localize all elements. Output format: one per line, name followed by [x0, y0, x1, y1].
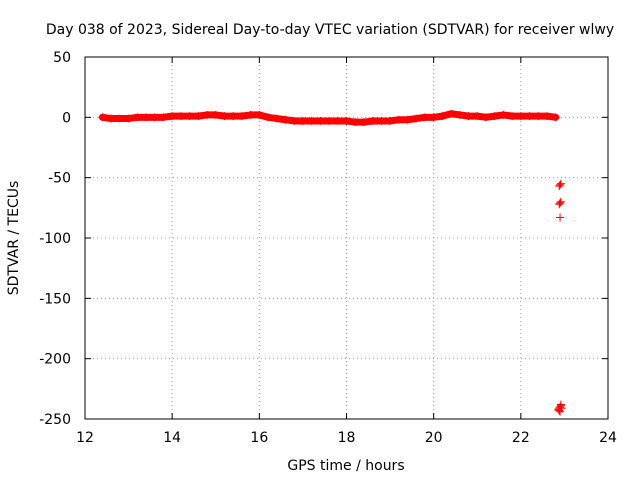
- y-tick-label: -50: [48, 171, 71, 187]
- data-point: [542, 112, 551, 121]
- data-point: [555, 406, 564, 415]
- data-point: [194, 112, 203, 121]
- data-point: [264, 113, 273, 122]
- y-tick-label: 50: [53, 50, 71, 66]
- data-point: [333, 116, 342, 125]
- data-point: [298, 116, 307, 125]
- data-point: [516, 112, 525, 121]
- data-point: [316, 116, 325, 125]
- chart-title: Day 038 of 2023, Sidereal Day-to-day VTE…: [46, 22, 614, 38]
- data-point: [377, 116, 386, 125]
- data-point: [394, 115, 403, 124]
- data-point: [556, 179, 565, 188]
- y-tick-label: -200: [39, 352, 71, 368]
- data-point: [342, 116, 351, 125]
- sdtvar-trace: [98, 110, 560, 126]
- data-point: [412, 114, 421, 123]
- data-point: [556, 197, 565, 206]
- y-axis-label: SDTVAR / TECUs: [6, 181, 22, 296]
- data-point: [368, 116, 377, 125]
- x-tick-label: 14: [163, 430, 181, 446]
- data-point: [429, 113, 438, 122]
- data-point: [556, 407, 565, 416]
- x-tick-label: 22: [512, 430, 530, 446]
- data-point: [246, 110, 255, 119]
- data-point: [556, 199, 565, 208]
- grid: [85, 57, 608, 419]
- data-point: [237, 112, 246, 121]
- data-point: [185, 112, 194, 121]
- data-point: [455, 110, 464, 119]
- data-point: [420, 113, 429, 122]
- data-point: [481, 113, 490, 122]
- data-point: [556, 400, 565, 409]
- data-point: [115, 114, 124, 123]
- data-point: [272, 114, 281, 123]
- data-point: [499, 110, 508, 119]
- y-tick-label: -150: [39, 291, 71, 307]
- data-point: [534, 112, 543, 121]
- data-point: [203, 110, 212, 119]
- data-point: [556, 213, 565, 222]
- data-point: [168, 112, 177, 121]
- data-point: [351, 118, 360, 127]
- y-tick-label: -250: [39, 412, 71, 428]
- x-tick-label: 18: [338, 430, 356, 446]
- data-point: [211, 110, 220, 119]
- axis-ticks: 12 14 16 18 20 22 24 50 0 -50 -100 -150 -200 -250: [39, 50, 617, 446]
- data-point: [124, 114, 133, 123]
- data-point: [176, 112, 185, 121]
- data-points: [98, 109, 566, 416]
- x-tick-label: 24: [599, 430, 617, 446]
- data-point: [220, 112, 229, 121]
- data-point: [438, 112, 447, 121]
- data-point: [255, 110, 264, 119]
- data-point: [229, 112, 238, 121]
- data-point: [133, 113, 142, 122]
- y-tick-label: 0: [62, 110, 71, 126]
- data-point: [473, 112, 482, 121]
- x-tick-label: 20: [425, 430, 443, 446]
- data-point: [556, 180, 565, 189]
- data-point: [508, 112, 517, 121]
- data-point: [490, 112, 499, 121]
- data-point: [159, 113, 168, 122]
- x-axis-label: GPS time / hours: [287, 458, 404, 474]
- data-point: [525, 112, 534, 121]
- data-point: [386, 116, 395, 125]
- data-point: [290, 116, 299, 125]
- data-point: [464, 112, 473, 121]
- data-point: [107, 114, 116, 123]
- data-point: [281, 115, 290, 124]
- x-tick-label: 12: [76, 430, 94, 446]
- data-point: [98, 113, 107, 122]
- data-point: [307, 116, 316, 125]
- data-point: [403, 115, 412, 124]
- data-point: [142, 113, 151, 122]
- data-point: [150, 113, 159, 122]
- data-point: [447, 109, 456, 118]
- x-tick-label: 16: [250, 430, 268, 446]
- y-tick-label: -100: [39, 231, 71, 247]
- data-point: [551, 113, 560, 122]
- data-point: [359, 118, 368, 127]
- data-point: [325, 116, 334, 125]
